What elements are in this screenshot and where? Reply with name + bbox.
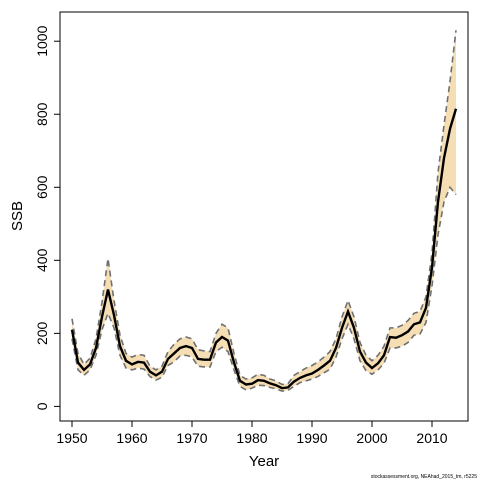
y-tick-label: 200 xyxy=(34,321,50,345)
x-tick-label: 1950 xyxy=(56,430,87,446)
lower-bound-line xyxy=(71,185,457,392)
ssb-estimate-line xyxy=(70,108,458,390)
y-tick-label: 1000 xyxy=(34,25,50,56)
x-tick-label: 1970 xyxy=(176,430,207,446)
y-tick-label: 0 xyxy=(34,402,50,410)
x-tick-label: 2010 xyxy=(416,430,447,446)
x-axis-title: Year xyxy=(249,453,279,470)
plot-frame xyxy=(59,11,469,422)
x-tick-label: 1960 xyxy=(116,430,147,446)
y-tick-label: 800 xyxy=(34,102,50,126)
y-axis-title: SSB xyxy=(9,201,26,231)
x-tick-label: 1980 xyxy=(236,430,267,446)
y-axis: 0 200 400 600 800 1000 xyxy=(34,25,60,410)
upper-bound-line xyxy=(71,30,457,386)
footnote: stockassessment.org, NEAhad_2015_tm, r52… xyxy=(371,474,477,480)
plot-layer xyxy=(70,30,458,392)
x-tick-label: 2000 xyxy=(356,430,387,446)
y-tick-label: 600 xyxy=(34,175,50,199)
x-tick-label: 1990 xyxy=(296,430,327,446)
y-tick-label: 400 xyxy=(34,248,50,272)
x-axis: 1950 1960 1970 1980 1990 2000 2010 xyxy=(56,421,448,446)
